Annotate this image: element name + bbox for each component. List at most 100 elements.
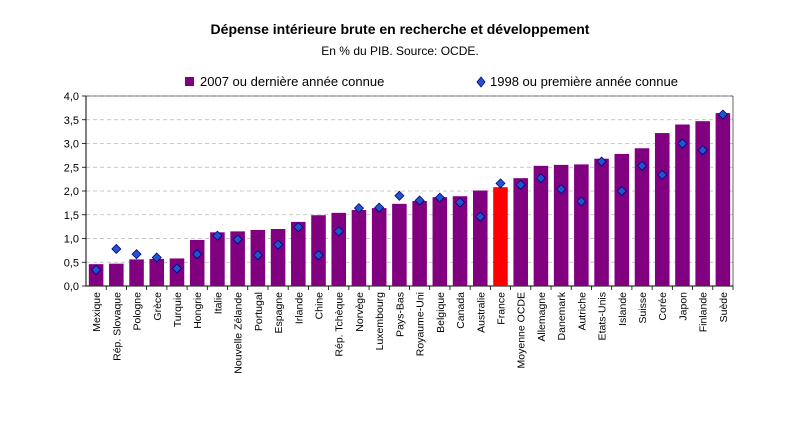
marker-diamond (353, 203, 365, 214)
x-category-label: Australie (475, 292, 487, 333)
y-tick-label: 2,5 (64, 162, 79, 174)
x-category-label: Rép. Slovaque (111, 292, 123, 361)
x-category-label: Turquie (172, 292, 184, 327)
x-category-label: Suède (718, 292, 730, 323)
x-category-label: Japon (677, 292, 689, 321)
legend-label-bar: 2007 ou dernière année connue (200, 74, 384, 89)
x-category-label: Danemark (556, 291, 568, 340)
x-category-label: Nouvelle Zélande (233, 292, 245, 374)
y-tick-label: 0,5 (64, 257, 79, 269)
bar (331, 212, 347, 286)
marker-diamond (273, 239, 284, 250)
bar (533, 165, 549, 286)
marker-diamond (717, 109, 728, 120)
y-tick-label: 1,5 (64, 210, 79, 222)
legend-label-marker: 1998 ou première année connue (490, 74, 678, 89)
marker-diamond (212, 230, 223, 241)
x-category-label: Corée (657, 292, 669, 321)
x-category-label: Belgique (435, 292, 447, 333)
y-tick-label: 2,0 (64, 186, 79, 198)
bar (654, 133, 670, 286)
x-category-label: Royaume-Uni (415, 292, 427, 356)
legend-swatch-bar (185, 77, 194, 86)
bar (634, 148, 650, 286)
x-category-label: Grèce (152, 292, 164, 321)
bar (129, 259, 144, 286)
bar (109, 263, 124, 286)
y-tick-label: 3,5 (64, 115, 79, 127)
bar (695, 121, 710, 286)
bar (392, 203, 407, 286)
x-category-label: Allemagne (536, 292, 548, 342)
x-category-label: Suisse (637, 292, 649, 324)
legend-marker-diamond (476, 76, 486, 88)
x-category-label: Espagne (273, 292, 285, 334)
bar (472, 190, 488, 286)
bar (715, 113, 731, 286)
x-category-label: Luxembourg (374, 292, 386, 351)
bar (493, 187, 508, 286)
plot-area: 0,0 0,5 1,0 1,5 2,0 2,5 3,0 3,5 4,0 Mexique Rép. S… (64, 91, 734, 374)
marker-diamond (636, 160, 648, 171)
x-category-label: Pays-Bas (394, 292, 406, 337)
marker-diamond (192, 249, 203, 260)
x-category-label: Portugal (253, 292, 265, 331)
bar (594, 158, 609, 286)
bar (614, 153, 630, 286)
bar (432, 197, 448, 286)
bar (230, 231, 245, 286)
y-tick-label: 1,0 (64, 234, 79, 246)
bar (291, 221, 306, 286)
bar (189, 239, 205, 286)
x-category-label: Pologne (132, 292, 144, 331)
marker-diamond (91, 264, 102, 275)
x-category-label: Mexique (91, 292, 103, 332)
marker-diamond (677, 138, 688, 149)
marker-diamond (556, 184, 567, 195)
bar (553, 164, 569, 286)
marker-diamond (475, 211, 486, 222)
marker-diamond (454, 197, 466, 208)
bar (574, 164, 589, 286)
y-tick-label: 4,0 (64, 91, 79, 103)
marker-diamond (596, 156, 607, 167)
legend: 2007 ou dernière année connue 1998 ou pr… (185, 74, 678, 89)
bar (513, 178, 528, 286)
marker-diamond (657, 169, 668, 180)
marker-diamond (171, 263, 183, 274)
x-category-label: Italie (212, 292, 224, 314)
x-category-label: Autriche (576, 292, 588, 331)
marker-diamond (131, 249, 142, 260)
x-category-label: Etats-Unis (597, 292, 609, 340)
marker-diamond (515, 179, 526, 190)
marker-diamond (495, 178, 506, 189)
bar (149, 258, 165, 286)
marker-diamond (616, 185, 627, 197)
marker-diamond (414, 195, 425, 206)
y-tick-label: 3,0 (64, 139, 79, 151)
marker-diamond (333, 226, 344, 237)
bar (371, 208, 387, 286)
marker-diamond (232, 234, 243, 245)
x-category-label: Hongrie (192, 292, 204, 329)
marker-diamond (252, 250, 263, 261)
x-category-label: Islande (617, 292, 629, 326)
x-category-label: Chine (314, 292, 326, 320)
marker-diamond (697, 145, 708, 156)
x-category-label: Moyenne OCDE (516, 292, 528, 368)
marker-diamond (111, 243, 122, 255)
marker-diamond (313, 250, 324, 261)
chart-title: Dépense intérieure brute en recherche et… (211, 21, 590, 37)
marker-diamond (394, 190, 405, 201)
marker-diamond (151, 252, 162, 263)
x-category-label: Norvège (354, 292, 366, 332)
marker-diamond (576, 196, 587, 207)
x-category-label: Canada (455, 292, 467, 329)
bar (351, 210, 367, 286)
bar (210, 232, 225, 286)
marker-diamond (374, 202, 385, 213)
chart-subtitle: En % du PIB. Source: OCDE. (321, 44, 478, 58)
y-tick-label: 0,0 (64, 281, 79, 293)
marker-diamond (434, 192, 445, 203)
